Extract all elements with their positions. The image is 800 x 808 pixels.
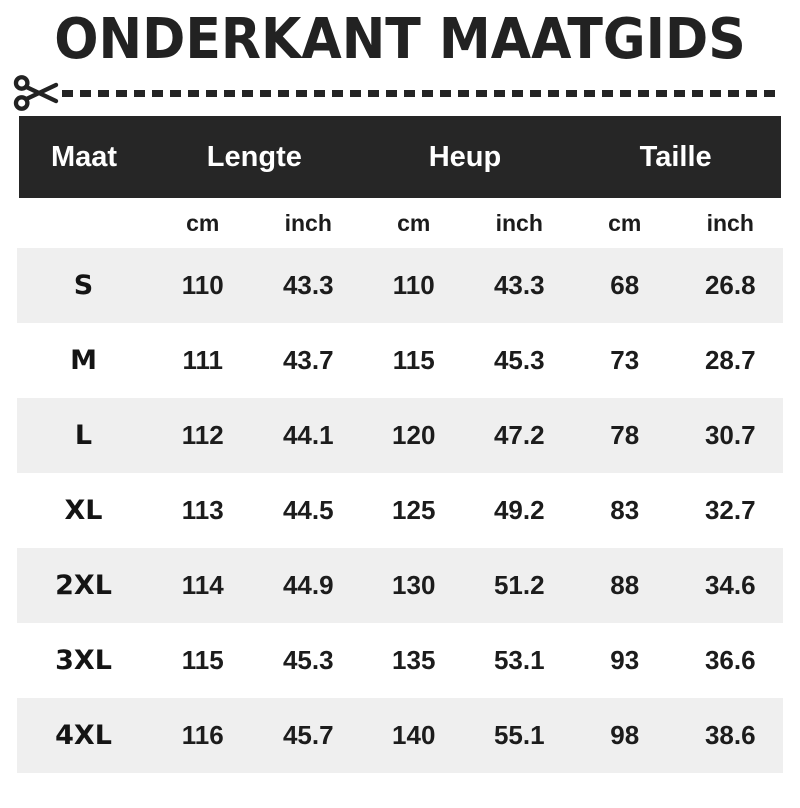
- measurement-value: 45.3: [493, 345, 545, 376]
- measurement-value: 45.7: [282, 720, 334, 751]
- measurement-value: 120: [392, 420, 436, 451]
- measurement-value: 43.3: [493, 270, 545, 301]
- unit-header-row: cm inch cm inch cm inch: [17, 198, 783, 249]
- column-group-taille: Taille: [639, 140, 712, 173]
- unit-header-heup-inch: inch: [495, 209, 543, 236]
- measurement-value: 38.6: [704, 720, 756, 751]
- measurement-value: 135: [392, 645, 436, 676]
- table-row: L 112 44.1 120 47.2 78 30.7: [17, 398, 783, 474]
- table-header-row: Maat Lengte Heup Taille: [19, 116, 781, 199]
- table-row: XL 113 44.5 125 49.2 83 32.7: [17, 473, 783, 548]
- measurement-value: 68: [610, 270, 640, 301]
- measurement-value: 125: [392, 495, 436, 526]
- measurement-value: 110: [181, 270, 224, 301]
- measurement-value: 30.7: [704, 420, 756, 451]
- unit-header-taille-cm: cm: [608, 209, 642, 236]
- measurement-value: 55.1: [493, 720, 545, 751]
- measurement-value: 43.3: [282, 270, 334, 301]
- measurement-value: 110: [392, 270, 435, 301]
- table-row: M 111 43.7 115 45.3 73 28.7: [17, 323, 783, 398]
- measurement-value: 112: [181, 420, 224, 451]
- measurement-value: 113: [181, 495, 224, 526]
- measurement-value: 98: [610, 720, 640, 751]
- size-label: 2XL: [55, 570, 112, 602]
- measurement-value: 47.2: [493, 420, 545, 451]
- measurement-value: 26.8: [704, 270, 756, 301]
- size-guide-page: ONDERKANT MAATGIDS Maat Lengte Heup Tail…: [0, 7, 800, 808]
- unit-header-lengte-inch: inch: [284, 209, 332, 236]
- table-row: S 110 43.3 110 43.3 68 26.8: [17, 248, 783, 324]
- size-label: 4XL: [55, 720, 112, 752]
- cut-line: [0, 70, 800, 116]
- column-group-maat: Maat: [50, 140, 118, 173]
- table-row: 3XL 115 45.3 135 53.1 93 36.6: [17, 623, 783, 698]
- measurement-value: 44.1: [282, 420, 334, 451]
- measurement-value: 73: [610, 345, 640, 376]
- unit-header-lengte-cm: cm: [186, 209, 220, 236]
- column-group-heup: Heup: [428, 140, 502, 173]
- size-label: M: [70, 345, 97, 377]
- table-row: 4XL 116 45.7 140 55.1 98 38.6: [17, 698, 783, 774]
- measurement-value: 53.1: [493, 645, 545, 676]
- measurement-value: 32.7: [704, 495, 756, 526]
- measurement-value: 88: [610, 570, 640, 601]
- measurement-value: 44.5: [282, 495, 334, 526]
- size-label: L: [74, 420, 93, 452]
- measurement-value: 83: [610, 495, 640, 526]
- measurement-value: 93: [610, 645, 640, 676]
- measurement-value: 44.9: [282, 570, 334, 601]
- unit-header-taille-inch: inch: [706, 209, 754, 236]
- dashed-cut-line: [62, 89, 782, 97]
- size-label: XL: [64, 495, 103, 527]
- measurement-value: 78: [610, 420, 640, 451]
- measurement-value: 116: [181, 720, 224, 751]
- page-title: ONDERKANT MAATGIDS: [54, 7, 746, 72]
- measurement-value: 140: [392, 720, 436, 751]
- measurement-value: 111: [182, 345, 223, 376]
- measurement-value: 34.6: [704, 570, 756, 601]
- size-label: S: [73, 270, 94, 302]
- measurement-value: 36.6: [704, 645, 756, 676]
- measurement-value: 49.2: [493, 495, 545, 526]
- measurement-value: 51.2: [493, 570, 545, 601]
- table-row: 2XL 114 44.9 130 51.2 88 34.6: [17, 548, 783, 624]
- measurement-value: 130: [392, 570, 436, 601]
- measurement-value: 115: [392, 345, 435, 376]
- measurement-value: 115: [181, 645, 224, 676]
- measurement-value: 43.7: [282, 345, 334, 376]
- size-label: 3XL: [55, 645, 112, 677]
- measurement-value: 28.7: [704, 345, 756, 376]
- table-body: S 110 43.3 110 43.3 68 26.8 M 111 43.7 115 45.3 73 28…: [0, 248, 800, 774]
- measurement-value: 45.3: [282, 645, 334, 676]
- column-group-lengte: Lengte: [206, 140, 302, 173]
- scissors-icon: [13, 75, 59, 112]
- measurement-value: 114: [181, 570, 224, 601]
- unit-header-heup-cm: cm: [397, 209, 431, 236]
